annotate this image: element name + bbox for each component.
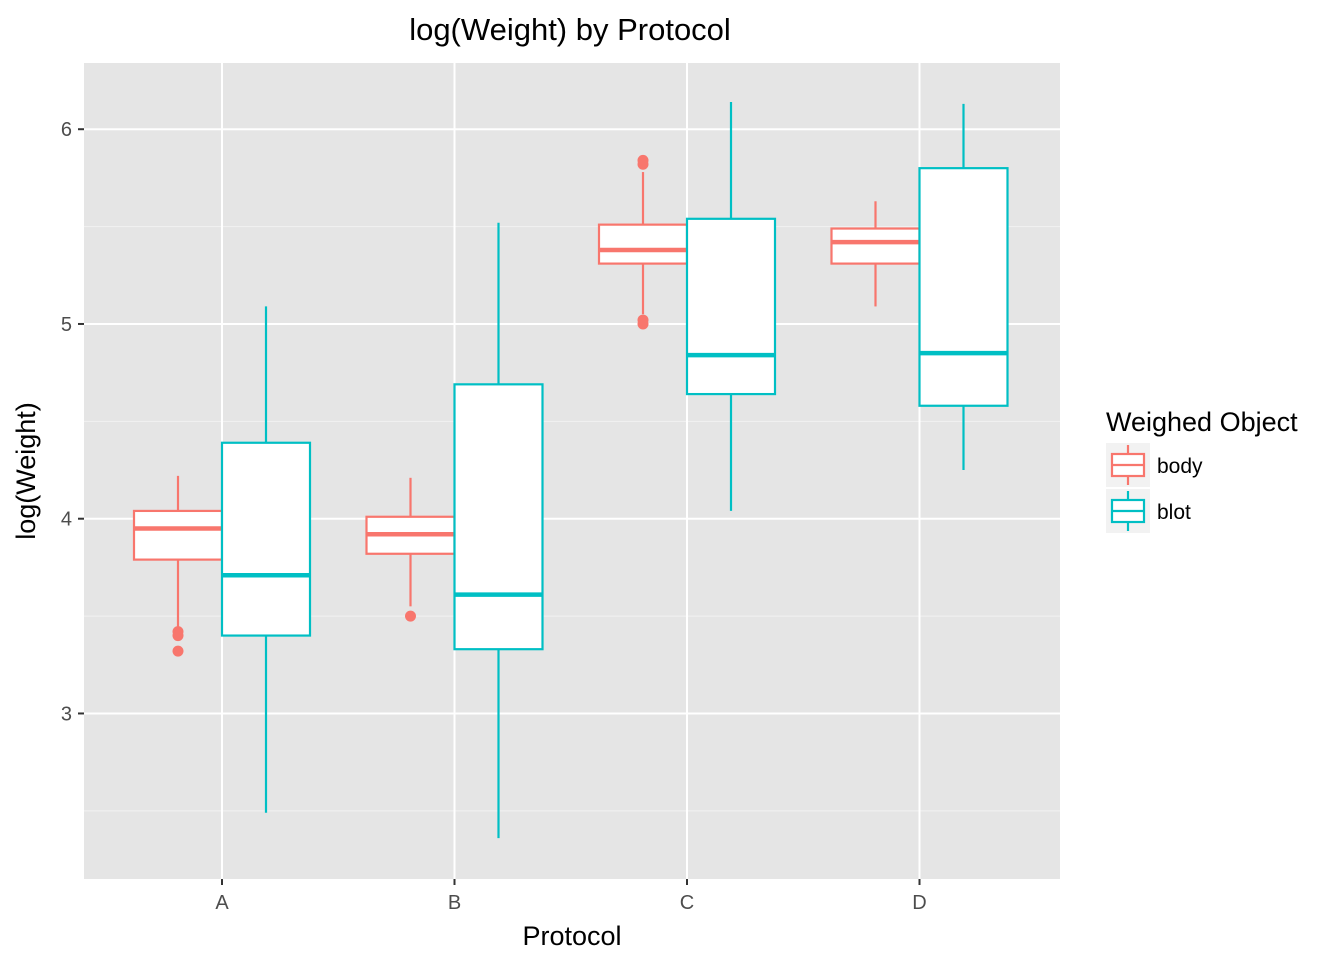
chart-title: log(Weight) by Protocol <box>409 12 731 47</box>
y-tick-label: 5 <box>61 314 72 336</box>
box-blot-D <box>918 103 1009 471</box>
box-body-C <box>597 154 689 330</box>
x-tick-label: B <box>448 892 461 914</box>
box-body <box>220 441 312 637</box>
x-axis-title: Protocol <box>522 921 621 951</box>
box-blot-B <box>453 222 544 839</box>
outlier-point <box>637 158 649 170</box>
outlier-point <box>637 318 649 330</box>
outlier-point <box>172 645 184 657</box>
box-body <box>918 167 1009 407</box>
box-series <box>132 101 1009 839</box>
box-body-B <box>365 477 456 622</box>
legend: Weighed Object body blot <box>1106 407 1298 533</box>
y-tick-label: 3 <box>61 703 72 725</box>
legend-label-blot: blot <box>1157 501 1191 524</box>
box-body-D <box>830 201 921 307</box>
box-body <box>132 509 224 561</box>
x-tick-label: C <box>680 892 694 914</box>
legend-label-body: body <box>1157 455 1203 478</box>
box-body <box>597 223 689 265</box>
box-body <box>453 383 544 651</box>
x-tick-label: D <box>912 892 926 914</box>
legend-key-body <box>1106 443 1150 487</box>
box-blot-A <box>220 306 312 813</box>
outlier-point <box>172 630 184 642</box>
y-tick-label: 4 <box>61 509 72 531</box>
y-axis-title: log(Weight) <box>11 402 41 540</box>
axes: 3 4 5 6 A B C D <box>61 119 927 914</box>
box-body-A <box>132 475 224 657</box>
legend-title: Weighed Object <box>1106 407 1298 437</box>
box-blot-C <box>685 101 777 511</box>
box-body <box>830 227 921 265</box>
legend-key-blot <box>1106 489 1150 533</box>
outlier-point <box>405 610 416 622</box>
y-tick-label: 6 <box>61 119 72 141</box>
box-body <box>685 217 777 396</box>
x-tick-label: A <box>215 892 229 914</box>
